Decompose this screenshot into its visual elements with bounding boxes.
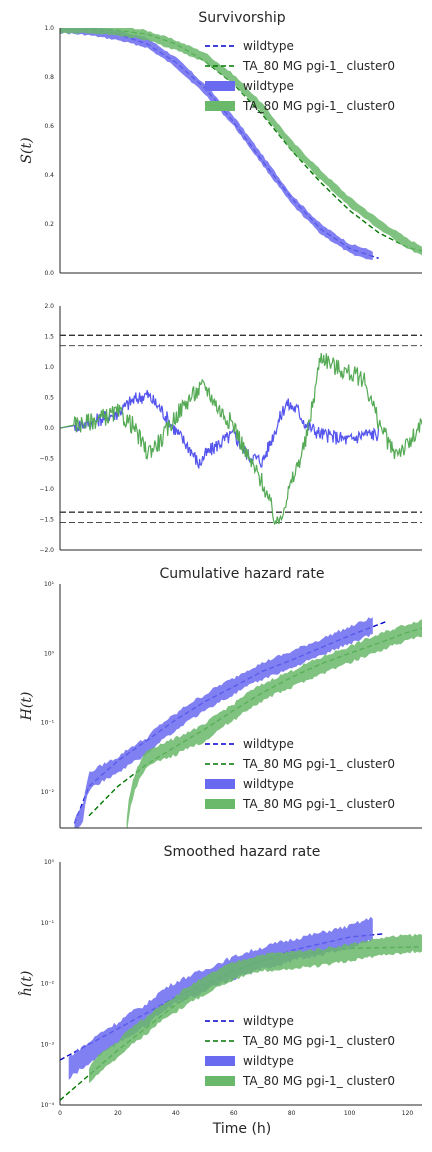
y-tick-label: 10⁻³ <box>41 1041 55 1048</box>
y-tick-label: 10⁰ <box>44 859 55 866</box>
y-tick-label: 0.0 <box>44 425 54 432</box>
legend-label: TA_80 MG pgi-1_ cluster0 <box>242 99 395 113</box>
x-tick-label: 80 <box>288 1110 296 1117</box>
legend-swatch <box>205 799 235 809</box>
legend-label: wildtype <box>243 777 294 791</box>
legend: wildtype TA_80 MG pgi-1_ cluster0 wildtype… <box>205 39 395 113</box>
band-series-3 <box>74 617 373 828</box>
band-series-4 <box>89 933 422 1084</box>
y-axis-label: H(t) <box>19 692 35 722</box>
y-tick-label: 0.6 <box>44 123 54 130</box>
chart-panel-3: 10⁻² 10⁻¹ 10⁰ 10¹ Cumulative hazard rate H(t)… <box>19 566 422 829</box>
plot-area-3 <box>73 617 422 828</box>
y-tick-label: 10⁻¹ <box>41 720 55 727</box>
y-tick-label: 10⁻¹ <box>41 920 55 927</box>
legend-label: wildtype <box>243 1054 294 1068</box>
x-axis-label: Time (h) <box>212 1121 272 1137</box>
chart-panel-1: 0.0 0.2 0.4 0.6 0.8 1.0 Survivorship S(t) wildty… <box>19 10 422 277</box>
chart-panel-2: −2.0 −1.5 −1.0 −0.5 0.0 0.5 1.0 1.5 2.0 <box>39 303 422 554</box>
legend-swatch <box>205 1076 235 1086</box>
legend-swatch <box>205 1056 235 1066</box>
legend-label: TA_80 MG pgi-1_ cluster0 <box>242 757 395 771</box>
y-tick-label: −1.5 <box>39 517 54 524</box>
y-axis-label: S(t) <box>19 137 35 163</box>
fit-series-2 <box>60 28 422 252</box>
band-series-3 <box>60 28 373 260</box>
plot-area-4 <box>60 916 422 1101</box>
legend-label: wildtype <box>243 1014 294 1028</box>
chart-panel-4: 10⁻⁴ 10⁻³ 10⁻² 10⁻¹ 10⁰ 0 20 40 60 80 100 120 Smooth… <box>17 844 422 1137</box>
legend-label: wildtype <box>243 39 294 53</box>
legend-swatch <box>205 101 235 111</box>
y-axis-label: ĥ(t) <box>17 971 35 997</box>
y-tick-label: 1.0 <box>44 364 54 371</box>
x-tick-label: 0 <box>58 1110 62 1117</box>
chart-title: Smoothed hazard rate <box>164 844 321 860</box>
plot-area-1 <box>60 28 422 260</box>
line-series-2 <box>60 353 422 526</box>
y-tick-label: 1.5 <box>44 334 54 341</box>
chart-title: Cumulative hazard rate <box>159 566 324 582</box>
legend-label: wildtype <box>243 79 294 93</box>
x-tick-label: 40 <box>172 1110 180 1117</box>
y-tick-label: −0.5 <box>39 456 54 463</box>
y-tick-label: 1.0 <box>44 25 54 32</box>
x-tick-label: 20 <box>114 1110 122 1117</box>
x-tick-label: 100 <box>344 1110 356 1117</box>
y-tick-label: −1.0 <box>39 486 54 493</box>
y-tick-label: 0.5 <box>44 395 54 402</box>
legend-label: TA_80 MG pgi-1_ cluster0 <box>242 797 395 811</box>
y-tick-label: 0.8 <box>44 74 54 81</box>
y-tick-label: 0.0 <box>44 270 54 277</box>
band-series-4 <box>60 28 422 256</box>
y-tick-label: 0.4 <box>44 172 54 179</box>
legend-swatch <box>205 779 235 789</box>
legend-label: TA_80 MG pgi-1_ cluster0 <box>242 59 395 73</box>
plot-area-2 <box>60 334 422 526</box>
y-tick-label: 10⁻⁴ <box>41 1102 55 1109</box>
x-tick-label: 120 <box>402 1110 414 1117</box>
legend-swatch <box>205 81 235 91</box>
y-tick-label: 2.0 <box>44 303 54 310</box>
legend-label: wildtype <box>243 737 294 751</box>
y-tick-label: −2.0 <box>39 547 54 554</box>
band-series-4 <box>126 619 422 828</box>
legend-label: TA_80 MG pgi-1_ cluster0 <box>242 1034 395 1048</box>
y-tick-label: 10⁻² <box>41 981 55 988</box>
legend: wildtype TA_80 MG pgi-1_ cluster0 wildtype… <box>205 737 395 811</box>
line-series-1 <box>60 389 380 469</box>
x-tick-label: 60 <box>230 1110 238 1117</box>
legend: wildtype TA_80 MG pgi-1_ cluster0 wildtype… <box>205 1014 395 1088</box>
y-tick-label: 10⁻² <box>41 789 55 796</box>
legend-label: TA_80 MG pgi-1_ cluster0 <box>242 1074 395 1088</box>
y-tick-label: 10⁰ <box>44 650 55 657</box>
chart-title: Survivorship <box>198 10 285 26</box>
y-tick-label: 0.2 <box>44 221 54 228</box>
y-tick-label: 10¹ <box>44 581 55 588</box>
